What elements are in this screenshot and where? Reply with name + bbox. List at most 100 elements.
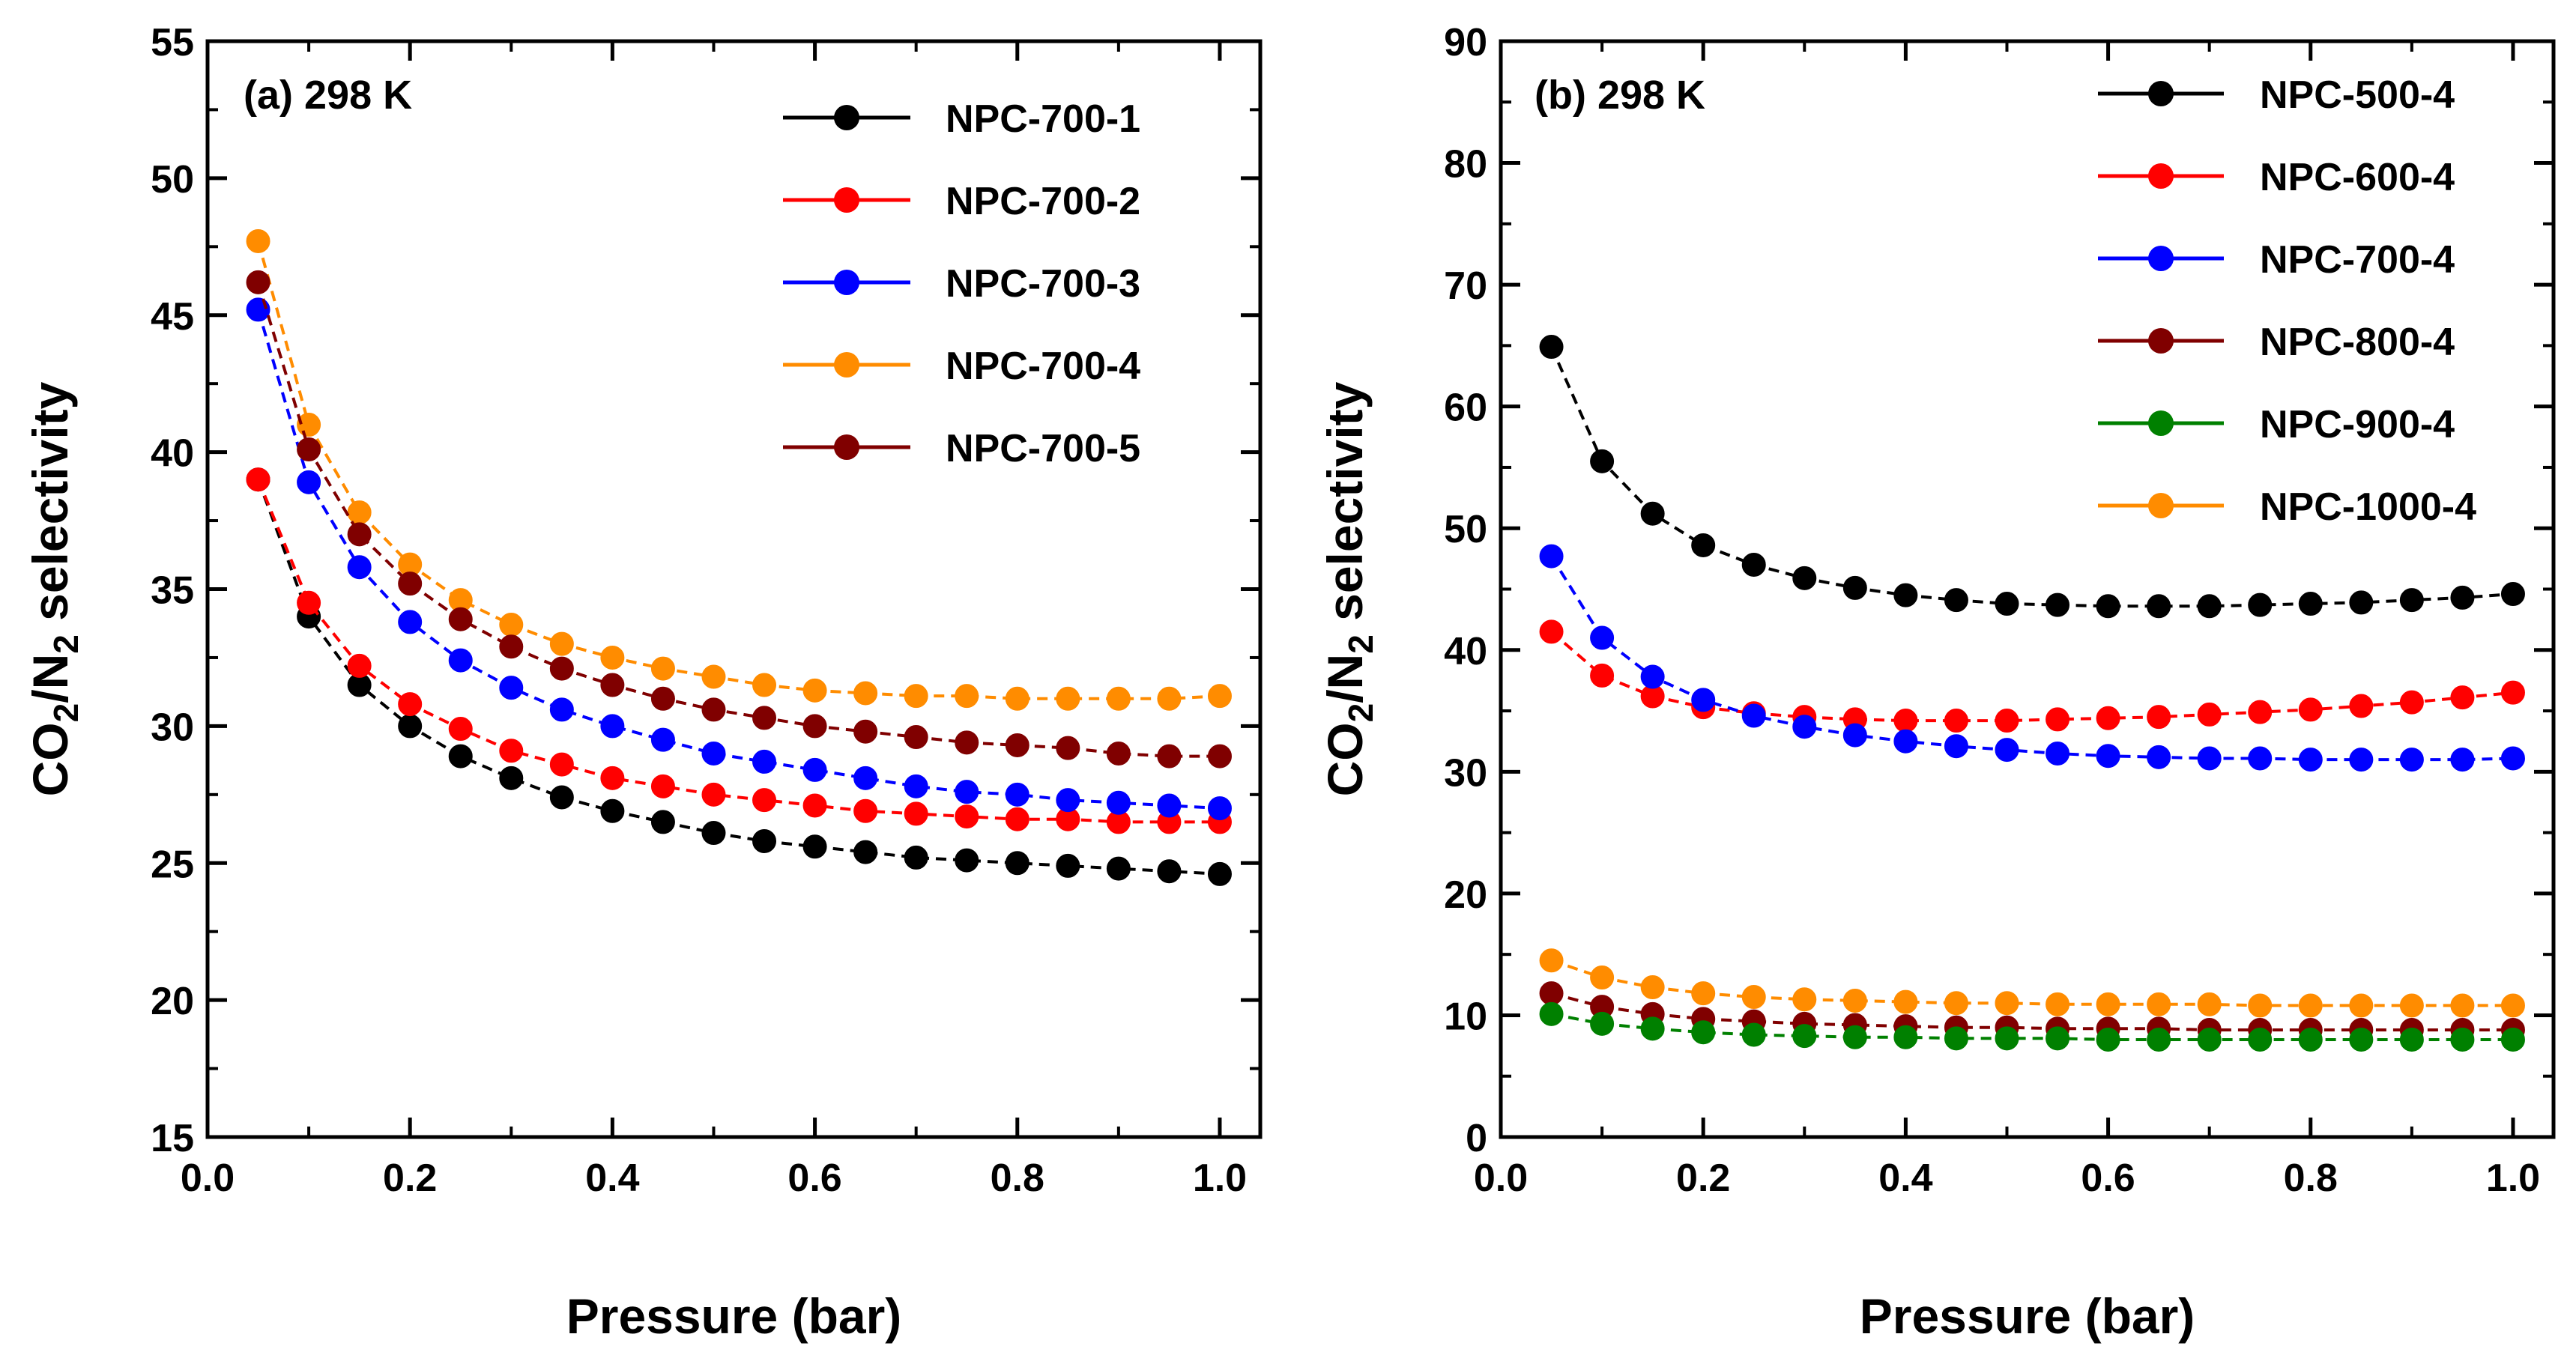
panel-a-data-point	[398, 714, 423, 739]
panel-a-legend-label: NPC-700-5	[946, 427, 1140, 470]
y-axis-subscript: 2	[1341, 634, 1380, 654]
panel-b-legend-marker	[2148, 246, 2174, 271]
panel-b-y-tick-label: 10	[1444, 995, 1487, 1038]
panel-a-data-point	[297, 437, 321, 461]
panel-a-data-point	[246, 297, 270, 322]
panel-a-series-NPC-700-4	[246, 228, 1232, 711]
panel-a-data-point	[297, 590, 321, 615]
panel-a-y-tick-label: 25	[151, 843, 194, 886]
panel-b-data-point	[2248, 993, 2273, 1018]
y-axis-subscript: 2	[46, 703, 85, 723]
panel-a-data-point	[1207, 796, 1232, 821]
panel-b-data-point	[1640, 975, 1665, 1000]
panel-a-data-point	[246, 467, 270, 492]
panel-b-data-point	[1893, 989, 1918, 1014]
panel-a-data-point	[297, 470, 321, 494]
y-axis-title-part: selectivity	[22, 381, 78, 634]
panel-a-y-tick-label: 55	[151, 21, 194, 64]
panel-a-data-point	[904, 725, 928, 750]
panel-a-y-tick-label: 40	[151, 432, 194, 476]
panel-b-data-point	[2147, 745, 2171, 769]
panel-a-data-point	[297, 413, 321, 437]
panel-a-data-point	[650, 686, 675, 711]
y-axis-title-part: CO	[1317, 722, 1373, 796]
panel-b-data-point	[1842, 723, 1867, 748]
panel-a-legend-label: NPC-700-2	[946, 180, 1140, 223]
panel-a-legend-label: NPC-700-1	[946, 97, 1140, 141]
panel-a-legend-marker	[834, 434, 859, 460]
panel-a-legend-marker	[834, 270, 859, 295]
panel-a-data-point	[1056, 853, 1080, 878]
panel-a-data-point	[549, 631, 574, 656]
panel-b-data-point	[1590, 966, 1615, 990]
panel-b-data-point	[2096, 706, 2120, 730]
panel-b-data-point	[2096, 594, 2120, 619]
panel-a-data-point	[448, 648, 473, 673]
panel-b-data-point	[2197, 992, 2222, 1016]
panel-a-y-axis-title: CO2/N2 selectivity	[22, 381, 85, 796]
panel-b-data-point	[2147, 1027, 2171, 1052]
panel-a-data-point	[1056, 686, 1080, 711]
panel-a-data-point	[600, 645, 625, 670]
panel-b-data-point	[2046, 1026, 2070, 1051]
panel-a-data-point	[499, 766, 524, 790]
panel-a-data-point	[802, 714, 827, 739]
panel-a-series-NPC-700-2	[246, 467, 1232, 834]
panel-a-data-point	[955, 684, 979, 709]
panel-a-data-point	[955, 780, 979, 804]
panel-a-x-tick-label: 1.0	[1193, 1157, 1247, 1200]
panel-a-data-point	[1207, 861, 1232, 886]
panel-a-data-point	[1056, 736, 1080, 760]
panel-a-y-tick-label: 50	[151, 158, 194, 201]
panel-a-x-tick-label: 0.0	[181, 1157, 235, 1200]
panel-b-panel-label: (b) 298 K	[1535, 73, 1705, 118]
panel-b-plot-frame	[1499, 39, 2556, 1139]
panel-a-series-line	[256, 479, 1220, 824]
panel-a-data-point	[701, 664, 726, 689]
panel-b-data-point	[2046, 741, 2070, 766]
y-axis-title-part: selectivity	[1317, 381, 1373, 634]
panel-b-data-point	[1995, 738, 2019, 763]
panel-a-data-point	[1207, 684, 1232, 709]
panel-b-legend-label: NPC-600-4	[2260, 156, 2455, 199]
panel-a-y-tick-label: 15	[151, 1117, 194, 1160]
panel-b-data-point	[2399, 1027, 2424, 1052]
panel-a-y-tick-label: 20	[151, 980, 194, 1023]
panel-a-data-point	[549, 656, 574, 681]
panel-a-data-point	[549, 697, 574, 722]
panel-a-legend-marker	[834, 187, 859, 213]
panel-a-legend: NPC-700-1 NPC-700-2 NPC-700-3 NPC-700-4 NPC-…	[783, 97, 1140, 470]
panel-b-x-tick-label: 0.8	[2284, 1157, 2338, 1200]
panel-a-data-point	[600, 673, 625, 697]
panel-b-data-point	[2096, 992, 2120, 1016]
panel-a-data-point	[853, 681, 878, 706]
panel-a-data-point	[955, 804, 979, 829]
panel-a-data-point	[1207, 744, 1232, 769]
panel-b-data-point	[1590, 663, 1615, 688]
panel-b-data-point	[2500, 582, 2525, 607]
panel-b-legend-marker	[2148, 410, 2174, 436]
panel-b-data-point	[1792, 715, 1817, 739]
panel-a-data-point	[1106, 856, 1131, 881]
panel-b-series-line	[1549, 555, 2514, 762]
panel-b-data-point	[1792, 1024, 1817, 1049]
panel-b-legend-label: NPC-1000-4	[2260, 485, 2476, 529]
panel-b-data-point	[1792, 987, 1817, 1012]
panel-b-data-point	[1640, 1016, 1665, 1041]
y-axis-title-part: /N	[22, 654, 78, 703]
panel-b-data-point	[1741, 552, 1766, 577]
panel-b-data-point	[1691, 688, 1716, 712]
panel-b-data-point	[2298, 993, 2323, 1018]
panel-b-data-point	[2349, 993, 2374, 1018]
panel-b-data-point	[1893, 1025, 1918, 1049]
panel-a-data-point	[246, 228, 270, 253]
panel-b-data-point	[2349, 1027, 2374, 1052]
panel-b-data-point	[1590, 625, 1615, 650]
panel-b-series-NPC-700-4	[1539, 544, 2525, 772]
panel-b-legend-label: NPC-900-4	[2260, 403, 2455, 446]
panel-b-data-point	[1590, 449, 1615, 473]
panel-b-data-point	[1539, 948, 1564, 973]
panel-a-data-point	[1106, 686, 1131, 711]
panel-b-data-point	[2096, 1027, 2120, 1052]
